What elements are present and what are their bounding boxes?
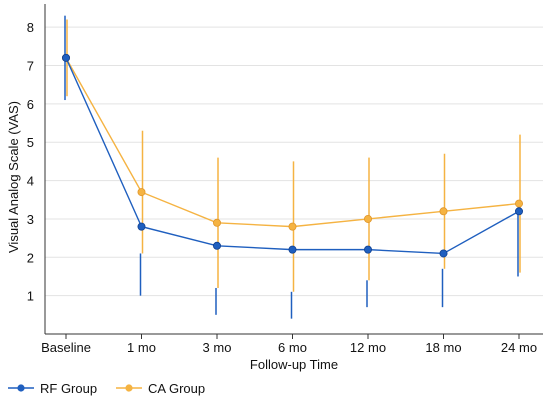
data-point bbox=[288, 245, 297, 254]
data-point bbox=[439, 249, 448, 258]
legend-label: CA Group bbox=[148, 381, 205, 396]
legend-item-rf-group: RF Group bbox=[8, 381, 97, 396]
series-layer bbox=[62, 15, 524, 319]
data-point bbox=[515, 207, 524, 216]
data-point bbox=[212, 241, 221, 250]
x-tick-label: 6 mo bbox=[278, 340, 307, 355]
data-point bbox=[515, 199, 524, 208]
y-tick-label: 1 bbox=[27, 289, 34, 304]
legend-item-ca-group: CA Group bbox=[116, 381, 205, 396]
data-point bbox=[212, 218, 221, 227]
x-tick-label: Baseline bbox=[41, 340, 91, 355]
x-tick-label: 18 mo bbox=[425, 340, 461, 355]
y-tick-label: 3 bbox=[27, 212, 34, 227]
legend-marker bbox=[125, 384, 133, 392]
x-tick-labels: Baseline 1 mo 3 mo 6 mo 12 mo 18 mo 24 mo bbox=[41, 340, 537, 355]
x-axis-title: Follow-up Time bbox=[250, 357, 338, 372]
y-tick-label: 8 bbox=[27, 20, 34, 35]
legend: RF Group CA Group bbox=[8, 381, 205, 396]
y-axis-title: Visual Analog Scale (VAS) bbox=[6, 101, 21, 253]
y-tick-label: 7 bbox=[27, 59, 34, 74]
y-tick-label: 6 bbox=[27, 97, 34, 112]
data-point bbox=[137, 188, 146, 197]
y-tick-label: 5 bbox=[27, 135, 34, 150]
y-tick-labels: 1 2 3 4 5 6 7 8 bbox=[27, 20, 34, 303]
y-tick-label: 4 bbox=[27, 174, 34, 189]
x-tick-label: 1 mo bbox=[127, 340, 156, 355]
y-tick-label: 2 bbox=[27, 250, 34, 265]
data-point bbox=[288, 222, 297, 231]
x-tick-label: 12 mo bbox=[350, 340, 386, 355]
x-tick-label: 24 mo bbox=[501, 340, 537, 355]
data-point bbox=[439, 207, 448, 216]
legend-marker bbox=[17, 384, 25, 392]
axes bbox=[44, 4, 543, 339]
data-point bbox=[137, 222, 146, 231]
series-rf-group bbox=[62, 15, 524, 319]
legend-label: RF Group bbox=[40, 381, 97, 396]
data-point bbox=[363, 245, 372, 254]
x-tick-label: 3 mo bbox=[203, 340, 232, 355]
data-point bbox=[62, 53, 71, 62]
data-point bbox=[363, 214, 372, 223]
